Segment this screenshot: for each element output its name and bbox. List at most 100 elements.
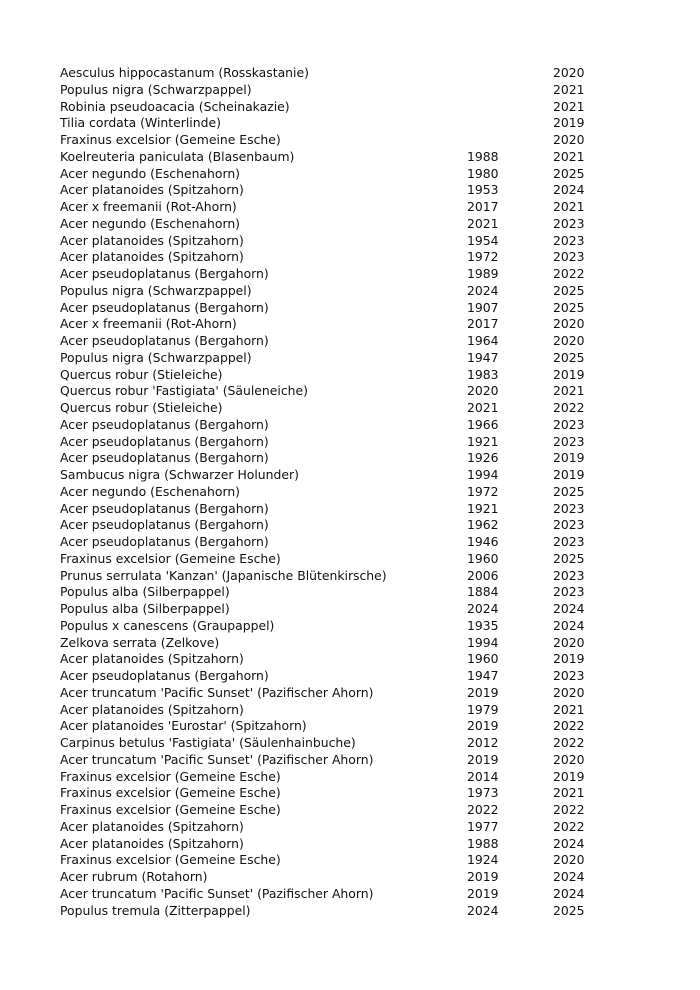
recorded-year-cell: 2021 (553, 199, 585, 214)
recorded-year-cell: 2019 (553, 115, 585, 131)
recorded-year-cell: 2021 (553, 383, 585, 399)
planted-year-cell: 1988 (467, 148, 499, 164)
recorded-year-cell: 2025 (553, 550, 585, 566)
recorded-year-cell: 2023 (553, 668, 585, 683)
planted-year-cell: 2024 (467, 282, 499, 298)
species-cell: Populus tremula (Zitterpappel) (60, 902, 251, 918)
species-cell: Acer pseudoplatanus (Bergahorn) (60, 333, 269, 348)
recorded-year-cell: 2020 (553, 634, 585, 650)
table-row: Acer x freemanii (Rot-Ahorn) 2017 2021 (60, 199, 620, 216)
table-row: Acer pseudoplatanus (Bergahorn) 1947 2023 (60, 668, 620, 685)
table-row: Aesculus hippocastanum (Rosskastanie) 202… (60, 65, 620, 82)
planted-year-cell: 2012 (467, 735, 499, 750)
table-row: Acer negundo (Eschenahorn) 2021 2023 (60, 216, 620, 233)
species-cell: Populus x canescens (Graupappel) (60, 617, 275, 633)
table-row: Acer platanoides (Spitzahorn) 1988 2024 (60, 836, 620, 853)
species-cell: Carpinus betulus 'Fastigiata' (Säulenhai… (60, 735, 356, 750)
table-row: Robinia pseudoacacia (Scheinakazie) 2021 (60, 99, 620, 116)
planted-year-cell: 1994 (467, 634, 499, 650)
recorded-year-cell: 2022 (553, 400, 585, 415)
species-cell: Quercus robur 'Fastigiata' (Säuleneiche) (60, 383, 308, 399)
species-cell: Fraxinus excelsior (Gemeine Esche) (60, 852, 281, 868)
species-cell: Aesculus hippocastanum (Rosskastanie) (60, 65, 309, 80)
species-cell: Acer pseudoplatanus (Bergahorn) (60, 668, 269, 683)
planted-year-cell: 1907 (467, 299, 499, 315)
species-cell: Acer platanoides 'Eurostar' (Spitzahorn) (60, 718, 307, 734)
species-cell: Fraxinus excelsior (Gemeine Esche) (60, 550, 281, 566)
species-cell: Fraxinus excelsior (Gemeine Esche) (60, 768, 281, 784)
recorded-year-cell: 2023 (553, 567, 585, 583)
species-cell: Acer pseudoplatanus (Bergahorn) (60, 500, 269, 516)
table-row: Quercus robur (Stieleiche) 2021 2022 (60, 400, 620, 417)
recorded-year-cell: 2024 (553, 885, 585, 901)
table-row: Acer pseudoplatanus (Bergahorn) 1907 2025 (60, 300, 620, 317)
species-cell: Populus nigra (Schwarzpappel) (60, 81, 252, 97)
planted-year-cell: 1989 (467, 266, 499, 281)
planted-year-cell: 1921 (467, 433, 499, 449)
recorded-year-cell: 2019 (553, 651, 585, 667)
recorded-year-cell: 2020 (553, 751, 585, 767)
recorded-year-cell: 2019 (553, 450, 585, 466)
planted-year-cell: 2019 (467, 869, 499, 884)
recorded-year-cell: 2020 (553, 684, 585, 700)
planted-year-cell: 2014 (467, 768, 499, 784)
species-cell: Acer negundo (Eschenahorn) (60, 483, 241, 499)
species-cell: Acer pseudoplatanus (Bergahorn) (60, 416, 269, 432)
species-cell: Acer pseudoplatanus (Bergahorn) (60, 299, 269, 315)
recorded-year-cell: 2019 (553, 366, 585, 382)
recorded-year-cell: 2021 (553, 785, 585, 801)
planted-year-cell: 1988 (467, 835, 499, 851)
recorded-year-cell: 2024 (553, 835, 585, 851)
recorded-year-cell: 2023 (553, 416, 585, 432)
recorded-year-cell: 2019 (553, 467, 585, 482)
table-row: Acer pseudoplatanus (Bergahorn) 1921 2023 (60, 434, 620, 451)
species-cell: Populus nigra (Schwarzpappel) (60, 349, 252, 365)
table-row: Acer truncatum 'Pacific Sunset' (Pazifis… (60, 752, 620, 769)
recorded-year-cell: 2021 (553, 148, 585, 164)
species-cell: Quercus robur (Stieleiche) (60, 400, 223, 415)
table-row: Prunus serrulata 'Kanzan' (Japanische Bl… (60, 568, 620, 585)
table-row: Sambucus nigra (Schwarzer Holunder) 1994 2… (60, 467, 620, 484)
species-cell: Acer pseudoplatanus (Bergahorn) (60, 517, 269, 533)
table-row: Populus nigra (Schwarzpappel) 2024 2025 (60, 283, 620, 300)
recorded-year-cell: 2021 (553, 98, 585, 114)
planted-year-cell: 1973 (467, 785, 499, 801)
planted-year-cell: 1935 (467, 617, 499, 633)
planted-year-cell: 1994 (467, 467, 499, 482)
recorded-year-cell: 2022 (553, 266, 585, 281)
planted-year-cell: 1962 (467, 517, 499, 533)
species-cell: Acer truncatum 'Pacific Sunset' (Pazifis… (60, 751, 374, 767)
table-row: Acer pseudoplatanus (Bergahorn) 1921 2023 (60, 501, 620, 518)
table-row: Fraxinus excelsior (Gemeine Esche) 1973 20… (60, 785, 620, 802)
planted-year-cell: 1953 (467, 182, 499, 198)
table-row: Acer rubrum (Rotahorn) 2019 2024 (60, 869, 620, 886)
table-row: Fraxinus excelsior (Gemeine Esche) 1960 20… (60, 551, 620, 568)
table-row: Populus x canescens (Graupappel) 1935 2024 (60, 618, 620, 635)
planted-year-cell: 1966 (467, 416, 499, 432)
table-row: Populus alba (Silberpappel) 1884 2023 (60, 584, 620, 601)
table-row: Populus alba (Silberpappel) 2024 2024 (60, 601, 620, 618)
species-cell: Acer x freemanii (Rot-Ahorn) (60, 199, 237, 214)
recorded-year-cell: 2024 (553, 617, 585, 633)
table-row: Acer pseudoplatanus (Bergahorn) 1964 2020 (60, 333, 620, 350)
table-row: Acer pseudoplatanus (Bergahorn) 1966 2023 (60, 417, 620, 434)
planted-year-cell: 1947 (467, 668, 499, 683)
planted-year-cell: 1979 (467, 701, 499, 717)
recorded-year-cell: 2023 (553, 584, 585, 600)
species-cell: Acer negundo (Eschenahorn) (60, 215, 241, 231)
recorded-year-cell: 2022 (553, 718, 585, 734)
species-cell: Robinia pseudoacacia (Scheinakazie) (60, 98, 290, 114)
table-row: Quercus robur 'Fastigiata' (Säuleneiche)… (60, 383, 620, 400)
recorded-year-cell: 2021 (553, 81, 585, 97)
table-row: Acer platanoides 'Eurostar' (Spitzahorn)… (60, 718, 620, 735)
species-cell: Acer platanoides (Spitzahorn) (60, 701, 244, 717)
planted-year-cell: 1960 (467, 651, 499, 667)
table-row: Tilia cordata (Winterlinde) 2019 (60, 115, 620, 132)
recorded-year-cell: 2023 (553, 249, 585, 265)
species-cell: Tilia cordata (Winterlinde) (60, 115, 221, 131)
recorded-year-cell: 2019 (553, 768, 585, 784)
species-cell: Fraxinus excelsior (Gemeine Esche) (60, 802, 281, 817)
planted-year-cell: 1977 (467, 818, 499, 834)
table-row: Populus tremula (Zitterpappel) 2024 2025 (60, 903, 620, 920)
planted-year-cell: 2006 (467, 567, 499, 583)
